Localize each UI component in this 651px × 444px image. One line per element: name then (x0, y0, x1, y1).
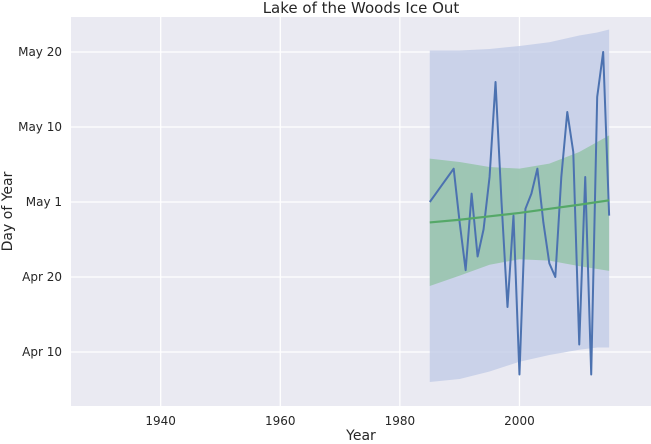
data-lines (428, 51, 611, 376)
x-tick-labels: 1940 1960 1980 2000 (145, 414, 534, 428)
y-tick-label: May 10 (18, 120, 62, 134)
x-tick-label: 1960 (265, 414, 296, 428)
x-tick-label: 1940 (145, 414, 176, 428)
x-tick-label: 2000 (504, 414, 535, 428)
x-tick-label: 1980 (385, 414, 416, 428)
y-tick-label: Apr 20 (22, 270, 62, 284)
y-tick-label: May 20 (18, 45, 62, 59)
y-tick-labels: Apr 10 Apr 20 May 1 May 10 May 20 (18, 45, 62, 359)
y-tick-label: Apr 10 (22, 345, 62, 359)
trend-line (429, 199, 610, 224)
y-tick-label: May 1 (26, 195, 62, 209)
observed-line (428, 51, 611, 376)
confidence-bands (429, 29, 610, 382)
y-axis-label: Day of Year (0, 171, 16, 251)
x-axis-label: Year (345, 428, 376, 444)
chart-title: Lake of the Woods Ice Out (263, 0, 460, 17)
narrow-band (429, 135, 610, 286)
